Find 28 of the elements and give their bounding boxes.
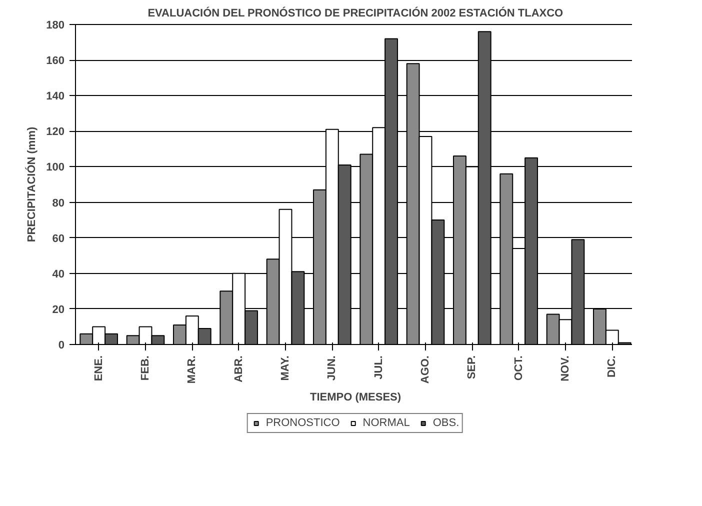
y-tick-label: 40: [52, 268, 65, 280]
x-tick-label: MAR.: [186, 356, 198, 384]
x-tick-label: ENE.: [92, 355, 105, 382]
x-tick-label: AGO.: [420, 355, 432, 384]
chart-title: EVALUACIÓN DEL PRONÓSTICO DE PRECIPITACIÓN 2002 ESTACIÓN TLAXCO: [148, 6, 564, 20]
y-tick-label: 80: [52, 197, 65, 210]
y-tick-label: 100: [46, 162, 65, 174]
y-tick-label: 60: [52, 232, 65, 245]
legend-label: NORMAL: [362, 417, 410, 429]
x-tick-label: NOV.: [560, 355, 572, 382]
x-tick-label: OCT.: [512, 355, 525, 381]
x-tick-label: JUN.: [326, 356, 338, 381]
legend-label: OBS.: [432, 417, 460, 429]
x-tick-label: MAY.: [280, 355, 292, 381]
y-tick-label: 140: [46, 90, 65, 103]
x-tick-label: JUL.: [372, 355, 385, 380]
y-tick-label: 20: [52, 304, 65, 316]
y-tick-label: 0: [58, 340, 65, 352]
y-tick-label: 160: [46, 55, 65, 68]
y-tick-label: 180: [46, 20, 65, 32]
x-tick-label: SEP.: [466, 355, 478, 380]
x-axis-title: TIEMPO (MESES): [310, 392, 402, 404]
legend-label: PRONOSTICO: [266, 417, 340, 429]
x-tick-label: DIC.: [606, 356, 618, 378]
y-tick-label: 120: [46, 126, 65, 138]
y-axis-title: PRECIPITACIÓN (mm): [25, 126, 38, 242]
x-tick-label: ABR.: [232, 355, 245, 382]
x-tick-label: FEB.: [140, 355, 152, 381]
